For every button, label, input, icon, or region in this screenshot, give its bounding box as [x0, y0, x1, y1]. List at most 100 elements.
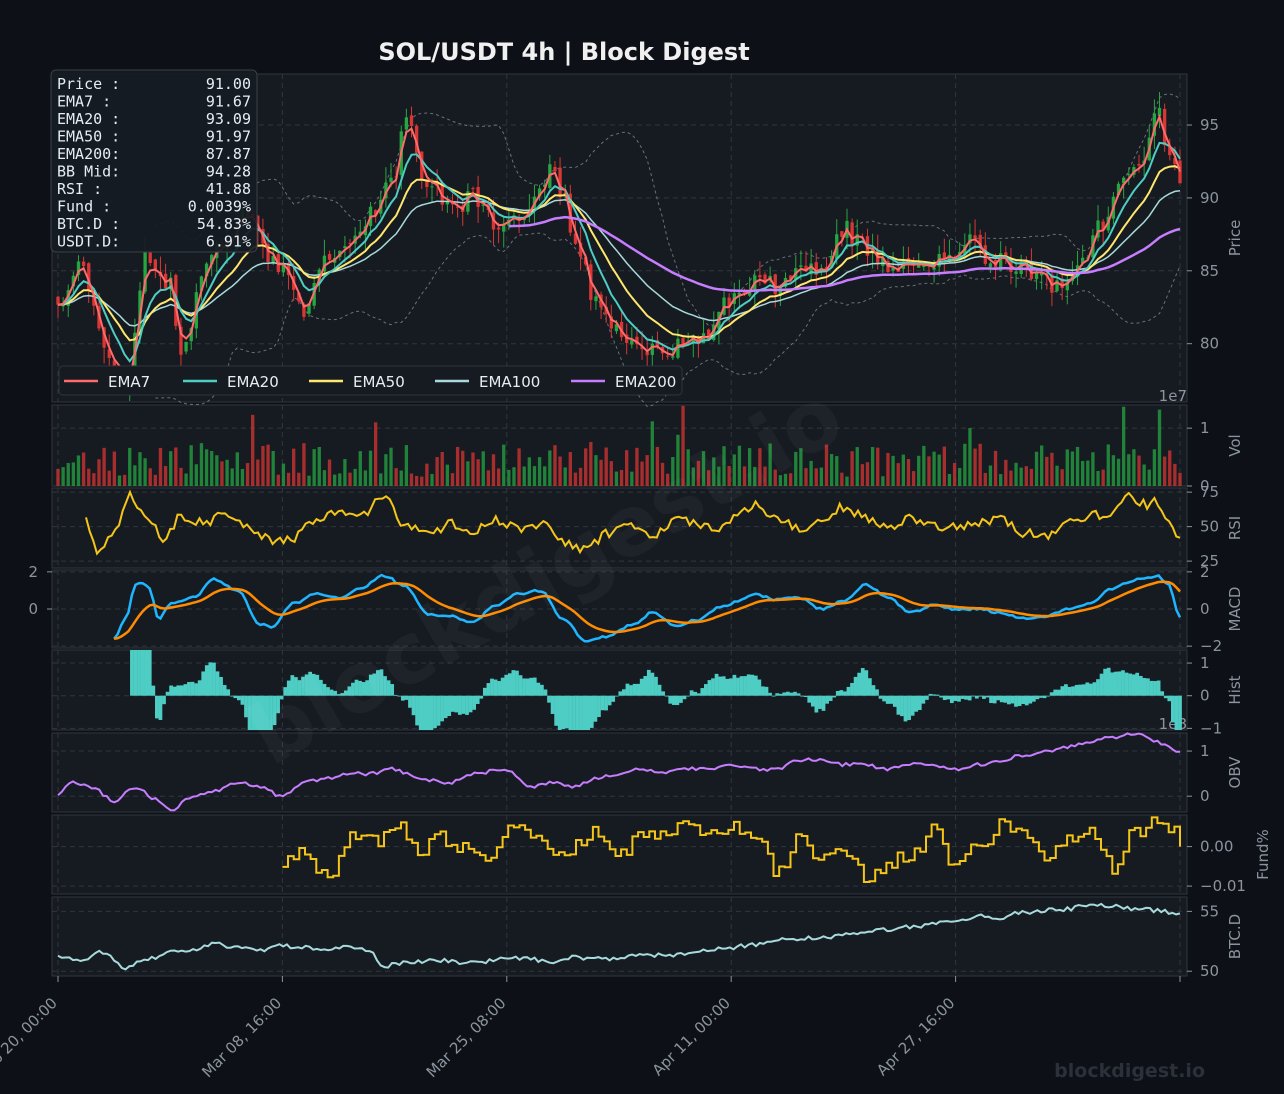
histogram-bar [796, 693, 801, 696]
volume-bar [517, 448, 521, 486]
candle-body [799, 265, 803, 267]
histogram-bar [764, 686, 769, 696]
histogram-bar [892, 695, 897, 707]
volume-bar [922, 445, 926, 486]
histogram-bar [397, 695, 402, 697]
legend-label-ema20: EMA20 [227, 373, 279, 391]
info-value: 91.97 [206, 128, 251, 146]
candle-body [107, 349, 111, 358]
volume-bar [532, 466, 537, 486]
candle-body [988, 263, 993, 268]
volume-bar [327, 459, 332, 486]
volume-bar [394, 468, 398, 486]
histogram-bar [900, 695, 904, 717]
histogram-bar [1081, 684, 1086, 696]
volume-bar [722, 446, 726, 486]
candle-body [968, 234, 972, 244]
histogram-bar [622, 689, 626, 696]
volume-bar [1050, 452, 1054, 486]
candle-body [307, 303, 311, 314]
histogram-bar [1103, 668, 1108, 696]
volume-bar [358, 451, 362, 486]
histogram-bar [522, 678, 526, 696]
volume-bar [1040, 445, 1044, 486]
histogram-bar [728, 678, 733, 696]
candle-body [614, 324, 619, 332]
volume-bar [317, 447, 321, 486]
histogram-bar [482, 687, 487, 696]
histogram-bar [600, 695, 605, 711]
price-plot [56, 92, 1182, 408]
volume-bar [363, 470, 368, 486]
x-tick-label: Apr 27, 16:00 [873, 994, 958, 1079]
histogram-bar [946, 695, 951, 700]
volume-bar [450, 473, 455, 486]
histogram-bar [1163, 695, 1168, 699]
candle-body [932, 267, 936, 270]
y-tick-label: −2 [1200, 637, 1222, 655]
volume-bar [204, 449, 209, 486]
line-ema200 [508, 215, 1181, 293]
histogram-bar [1117, 671, 1122, 696]
histogram-bar [233, 695, 238, 699]
histogram-bar [379, 669, 384, 696]
volume-bar [486, 470, 491, 486]
histogram-bar [400, 695, 405, 701]
volume-bar [1019, 467, 1023, 486]
volume-bar [399, 470, 403, 486]
histogram-bar [785, 691, 790, 696]
histogram-bar [860, 668, 865, 696]
volume-bar [840, 472, 844, 486]
volume-bar [112, 451, 117, 486]
histogram-bar [343, 690, 348, 696]
histogram-bar [1021, 695, 1026, 704]
histogram-bar [732, 674, 737, 696]
y-tick-label: 90 [1200, 189, 1219, 207]
histogram-bar [1046, 695, 1050, 697]
info-value: 41.88 [206, 180, 251, 198]
candle-body [1152, 113, 1157, 136]
histogram-bar [518, 675, 523, 696]
volume-bar [778, 475, 783, 486]
volume-bar [261, 445, 265, 486]
histogram-bar [486, 683, 491, 696]
volume-bar [855, 447, 859, 486]
line-funding [282, 816, 1181, 883]
candle-body [281, 263, 286, 273]
histogram-bar [671, 695, 676, 705]
histogram-bar [443, 695, 448, 719]
legend-label-ema100: EMA100 [479, 373, 540, 391]
histogram-bar [1024, 695, 1029, 706]
histogram-bar [960, 695, 965, 699]
candle-body [322, 255, 327, 272]
candle-body [804, 265, 808, 272]
histogram-bar [579, 695, 583, 730]
histogram-bar [736, 677, 740, 696]
candle-body [1101, 221, 1105, 230]
volume-bar [1173, 463, 1177, 486]
volume-bar [548, 450, 552, 486]
candle-body [445, 201, 450, 205]
candle-body [1014, 271, 1018, 274]
y-tick-label: −1 [1200, 719, 1222, 737]
volume-bar [932, 451, 936, 486]
candle-body [404, 117, 409, 130]
candle-body [1173, 157, 1177, 164]
volume-bar [158, 447, 163, 486]
histogram-bar [540, 684, 544, 696]
info-value: 94.28 [206, 163, 251, 181]
histogram-bar [853, 676, 858, 696]
histogram-bar [504, 674, 509, 696]
candle-body [850, 222, 854, 246]
panel-obv-background [51, 732, 1188, 813]
volume-bar [958, 467, 962, 486]
histogram-bar [386, 680, 391, 696]
volume-bar [251, 414, 255, 486]
line-rsi-group [85, 489, 1181, 556]
histogram-bar [1167, 695, 1172, 702]
histogram-bar [1014, 695, 1018, 707]
volume-bar [742, 466, 747, 486]
histogram-bar [351, 682, 355, 696]
y-tick-label-left: 0 [28, 600, 38, 618]
axis-multiplier-volume: 1e7 [1159, 387, 1187, 405]
